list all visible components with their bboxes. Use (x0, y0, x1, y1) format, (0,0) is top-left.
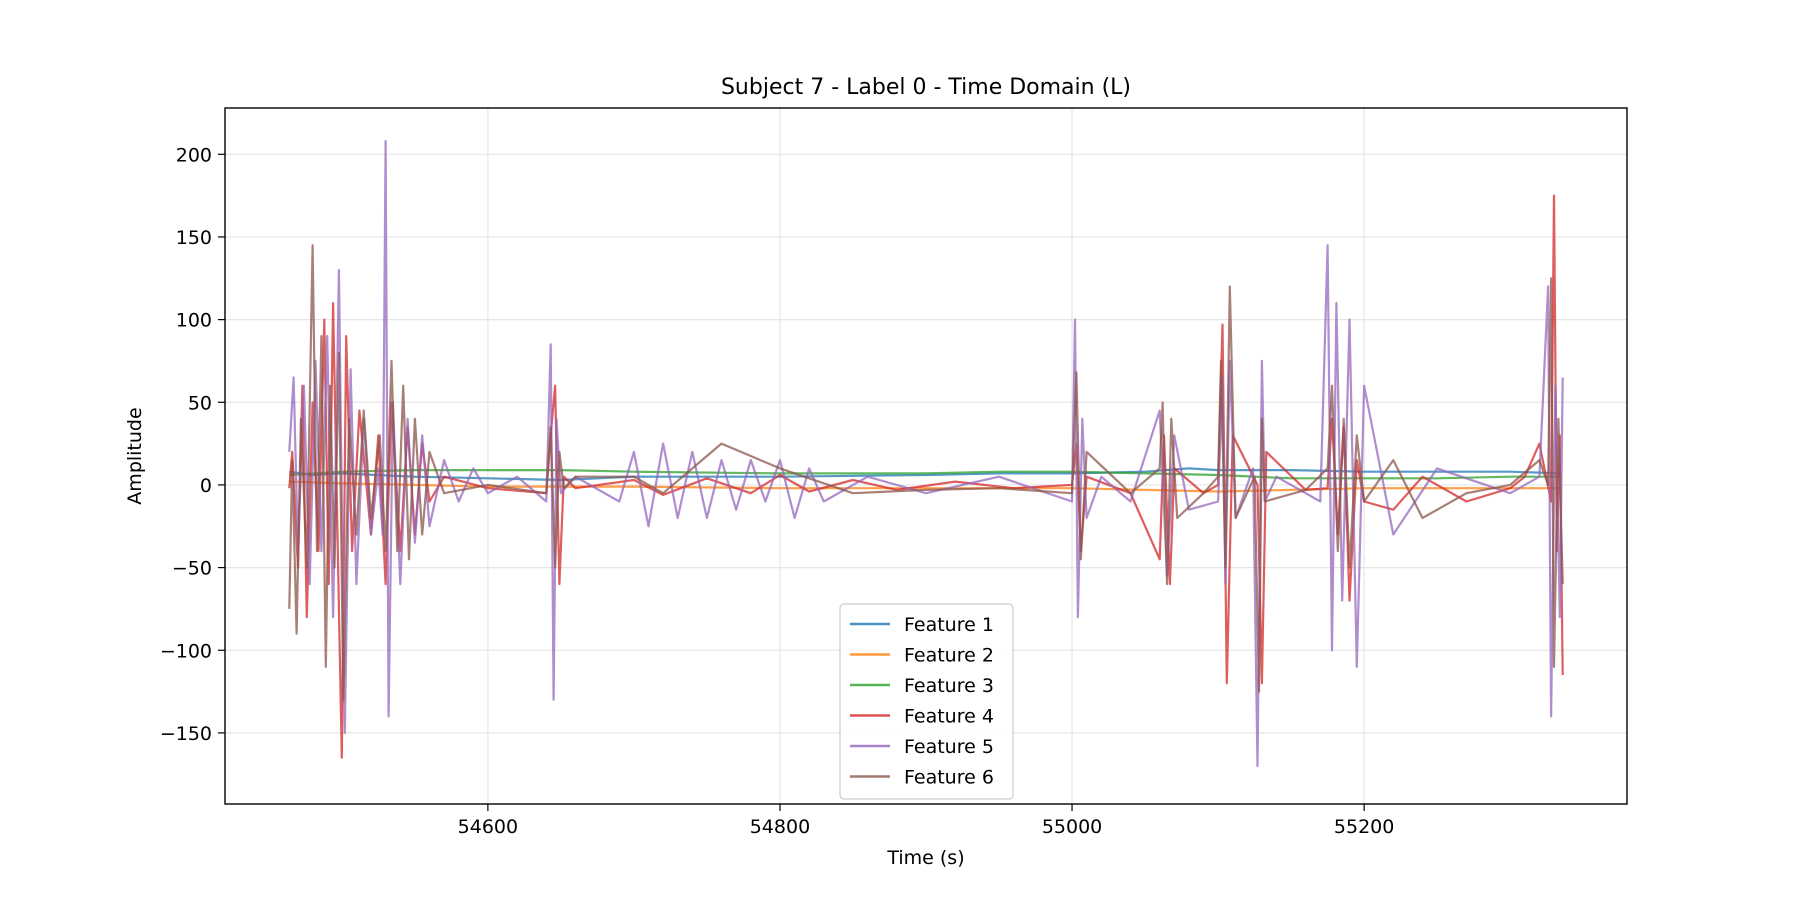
legend-box (839, 603, 1014, 800)
legend-entry-label: Feature 2 (904, 645, 994, 667)
chart-legend: Feature 1 Feature 2 Feature 3 Feature 4 Feat… (839, 603, 1014, 800)
y-tick-label: 0 (200, 475, 212, 497)
x-tick-label: 55000 (1042, 816, 1102, 838)
chart-title: Subject 7 - Label 0 - Time Domain (L) (721, 75, 1131, 100)
legend-entry-label: Feature 4 (904, 706, 994, 728)
series-line-5 (288, 140, 1564, 768)
y-axis-label: Amplitude (124, 407, 146, 504)
y-tick-label: −50 (172, 558, 212, 580)
y-tick-label: 200 (176, 144, 212, 166)
y-tick-label: −150 (160, 723, 212, 745)
legend-entry-label: Feature 5 (904, 736, 994, 758)
legend-entry-label: Feature 1 (904, 614, 994, 636)
y-tick-label: 100 (176, 310, 212, 332)
series-line-1 (289, 467, 1562, 482)
series-line-6 (288, 244, 1564, 701)
x-tick-label: 54800 (750, 816, 810, 838)
plot-area (288, 140, 1564, 768)
series-layer (288, 140, 1564, 768)
x-tick-label: 55200 (1334, 816, 1394, 838)
x-tick-label: 54600 (458, 816, 518, 838)
y-axis-ticks: −150 −100 −50 0 50 100 150 200 (160, 144, 225, 745)
series-line-3 (289, 469, 1562, 480)
series-line-4 (288, 194, 1564, 759)
y-tick-label: −100 (160, 640, 212, 662)
legend-entry-label: Feature 3 (904, 675, 994, 697)
x-axis-label: Time (s) (886, 847, 964, 869)
y-tick-label: 150 (176, 227, 212, 249)
y-tick-label: 50 (188, 392, 212, 414)
legend-entry-label: Feature 6 (904, 767, 994, 789)
x-axis-ticks: 54600 54800 55000 55200 (458, 804, 1394, 838)
plot-frame (224, 107, 1628, 805)
